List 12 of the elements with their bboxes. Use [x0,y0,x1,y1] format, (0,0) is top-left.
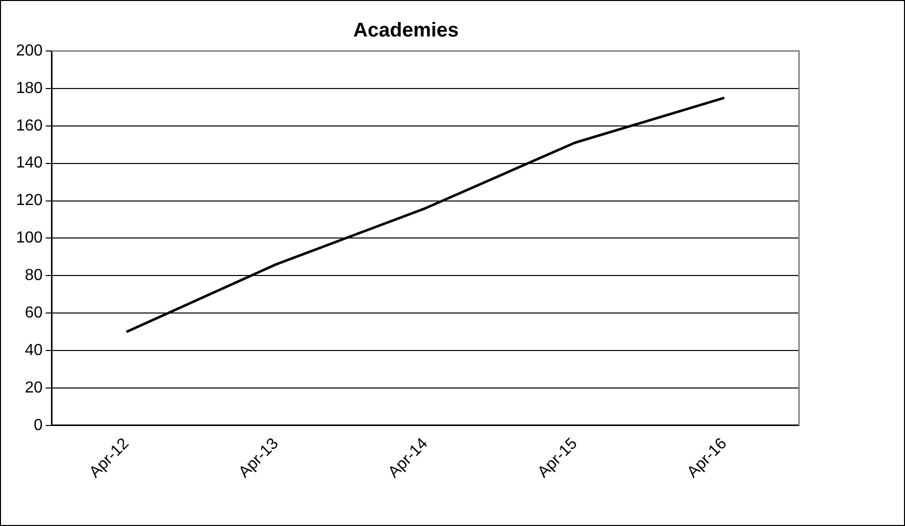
y-tick-label: 120 [16,192,43,210]
chart-title: Academies [353,20,459,42]
y-tick-label: 160 [16,117,43,134]
y-tick-label: 100 [16,230,43,247]
y-tick-label: 60 [24,304,43,322]
y-tick-label: 180 [16,80,43,97]
y-tick-label: 140 [16,154,43,172]
y-tick-label: 200 [16,42,43,60]
y-tick-label: 40 [24,342,43,359]
y-tick-label: 0 [34,416,43,434]
y-tick-label: 80 [24,267,43,284]
y-tick-label: 20 [24,379,43,396]
